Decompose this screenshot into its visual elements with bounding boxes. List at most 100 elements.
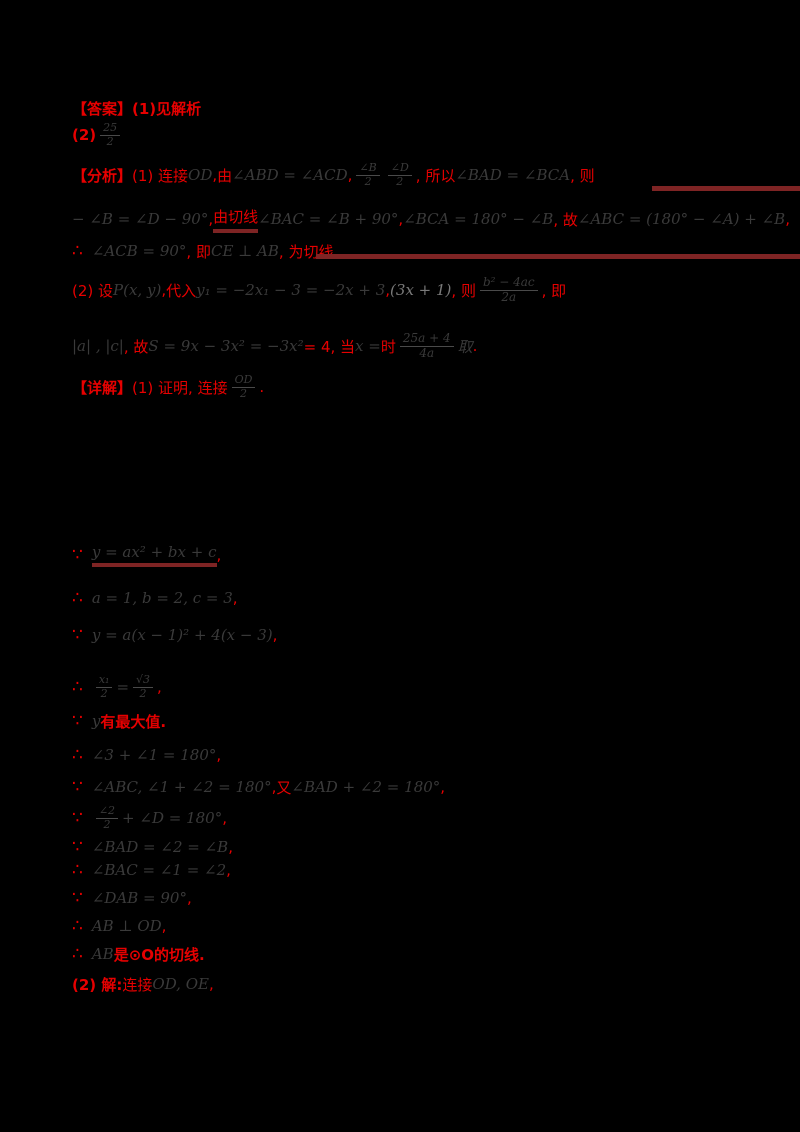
math-text: y = ax² + bx + c [91,543,217,567]
solution-label-line: 【详解】 (1) 证明, 连接 OD 2. [72,372,264,402]
math-text: ∠ABC, ∠1 + ∠2 = 180° [91,778,272,796]
math-text: (3x + 1) [390,281,452,299]
analysis-line-1: 【分析】 (1) 连接 OD, 由 ∠ABD = ∠ACD, ∠B 2 ∠D 2, 所… [72,160,595,190]
proof-step: ∵ ∠BAD = ∠2 = ∠B, [72,834,233,860]
reason-marker-icon: ∵ [72,711,83,731]
red-annotation-text: , 则 [451,281,476,300]
fraction: √3 2 [133,674,154,699]
math-text: y₁ = −2x₁ − 3 = −2x + 3 [196,281,386,299]
reason-marker-icon: ∴ [72,745,83,765]
fraction: x₁ 2 [95,674,113,699]
proof-step: ∴ AB ⊥ OD, [72,913,166,939]
proof-step: ∵ ∠DAB = 90°, [72,885,192,911]
proof-step: ∴ ∠3 + ∠1 = 180°, [72,742,221,768]
red-annotation-text: , [161,917,167,935]
math-text: ∠DAB = 90° [91,889,187,907]
red-annotation-text: 【分析】 [72,166,133,185]
proof-step: ∵ y = ax² + bx + c, [72,540,221,570]
reason-marker-icon: ∴ [72,916,83,936]
proof-step: ∵ y = a(x − 1)² + 4(x − 3), [72,618,277,652]
reason-marker-icon: ∴ [72,944,83,964]
red-annotation-text: , [347,166,353,184]
proof-step: ∴ ∠BAC = ∠1 = ∠2, [72,857,231,883]
math-text: 取 [457,337,473,356]
red-annotation-text: , [232,589,238,607]
math-text: ∠ACB = 90° [91,242,187,260]
math-text: S = 9x − 3x² = −3x² [148,337,304,355]
math-text: ∠BAD = ∠2 = ∠B [91,838,229,856]
red-annotation-text: , [212,166,218,184]
red-annotation-text: , [222,809,227,827]
math-text: − ∠B = ∠D − 90° [72,210,209,228]
red-annotation-text: 【答案】(1)见解析 [72,99,202,118]
red-annotation-text: , 则 [570,166,595,185]
math-text: OD [188,166,213,184]
math-text: CE ⊥ AB [210,242,279,260]
analysis-line-2: − ∠B = ∠D − 90°, 由切线 ∠BAC = ∠B + 90°, ∠B… [72,204,790,234]
red-annotation-text: , [208,975,214,993]
red-annotation-text: , 所以 [415,166,456,185]
red-annotation-text: , 故 [123,337,149,356]
math-text: OD, OE [152,975,209,993]
math-text: ∠BAD = ∠BCA [455,166,571,184]
proof-step: ∵ y 有最大值. [72,708,166,734]
red-annotation-text: 又 [276,778,292,797]
reason-marker-icon: ∵ [72,777,83,797]
math-text: = [116,678,130,696]
red-annotation-text: 【详解】 [72,378,133,397]
reason-marker-icon: ∵ [72,545,83,565]
math-text: P(x, y) [113,281,162,299]
red-underline-bar [652,186,800,191]
red-annotation-text: 连接 [122,975,153,994]
red-annotation-text: , [271,778,277,796]
reason-marker-icon: ∵ [72,625,83,645]
fraction: OD 2 [231,374,256,399]
red-annotation-text: . [259,378,265,396]
math-text: AB ⊥ OD [91,917,162,935]
reason-marker-icon: ∴ [72,677,83,697]
red-annotation-text: , [157,678,162,696]
math-text: y [91,712,101,730]
red-annotation-text: , [216,746,222,764]
red-annotation-text: , [208,210,214,228]
analysis-line-4: (2) 设 P(x, y), 代入 y₁ = −2x₁ − 3 = −2x + … [72,270,566,310]
red-annotation-text: 代入 [166,281,197,300]
math-text: ∠ABC = (180° − ∠A) + ∠B [577,210,786,228]
red-annotation-text: , [272,626,278,644]
fraction: 25a + 4 4a [399,332,454,359]
red-annotation-text: (2) 解: [72,975,123,994]
proof-step: ∵ ∠ABC, ∠1 + ∠2 = 180°, 又 ∠BAD + ∠2 = 180… [72,774,445,800]
proof-step: ∴ x₁ 2 = √3 2, [72,672,162,702]
red-annotation-text: , 即 [541,281,567,300]
math-text: ∠BAC = ∠B + 90° [258,210,399,228]
math-text: ∠BCA = 180° − ∠B [403,210,554,228]
red-annotation-text: = 4, 当 [303,337,356,356]
red-annotation-text: , [186,889,192,907]
reason-marker-icon: ∵ [72,808,83,828]
proof-step: ∵ ∠2 2 + ∠D = 180°, [72,804,227,832]
red-annotation-text: , [398,210,404,228]
reason-marker-icon: ∴ [72,860,83,880]
red-annotation-text: 是⊙O的切线. [113,945,205,964]
reason-marker-icon: ∵ [72,888,83,908]
red-annotation-text: , 即 [186,242,211,261]
math-text: x = [355,337,381,355]
red-annotation-text: , [216,546,222,564]
math-text: ∠BAC = ∠1 = ∠2 [91,861,227,879]
red-annotation-text: , [161,281,167,299]
math-text: |a| , |c| [72,337,124,355]
answer-label-line: 【答案】(1)见解析 [72,95,201,121]
math-text: ∠3 + ∠1 = 180° [91,746,217,764]
reason-marker-icon: ∵ [72,837,83,857]
red-annotation-text: (1) 证明, 连接 [132,378,228,397]
math-text: y = a(x − 1)² + 4(x − 3) [91,626,273,644]
red-annotation-text: , 故 [553,210,578,229]
red-annotation-text: 时 [380,337,396,356]
red-annotation-text: . [472,337,478,355]
red-annotation-text: 有最大值. [100,712,167,731]
red-annotation-text: (2) [72,126,97,144]
fraction: ∠D 2 [387,162,412,187]
fraction: ∠2 2 [95,805,119,830]
fraction: 25 2 [100,122,121,147]
red-annotation-text: , [385,281,391,299]
